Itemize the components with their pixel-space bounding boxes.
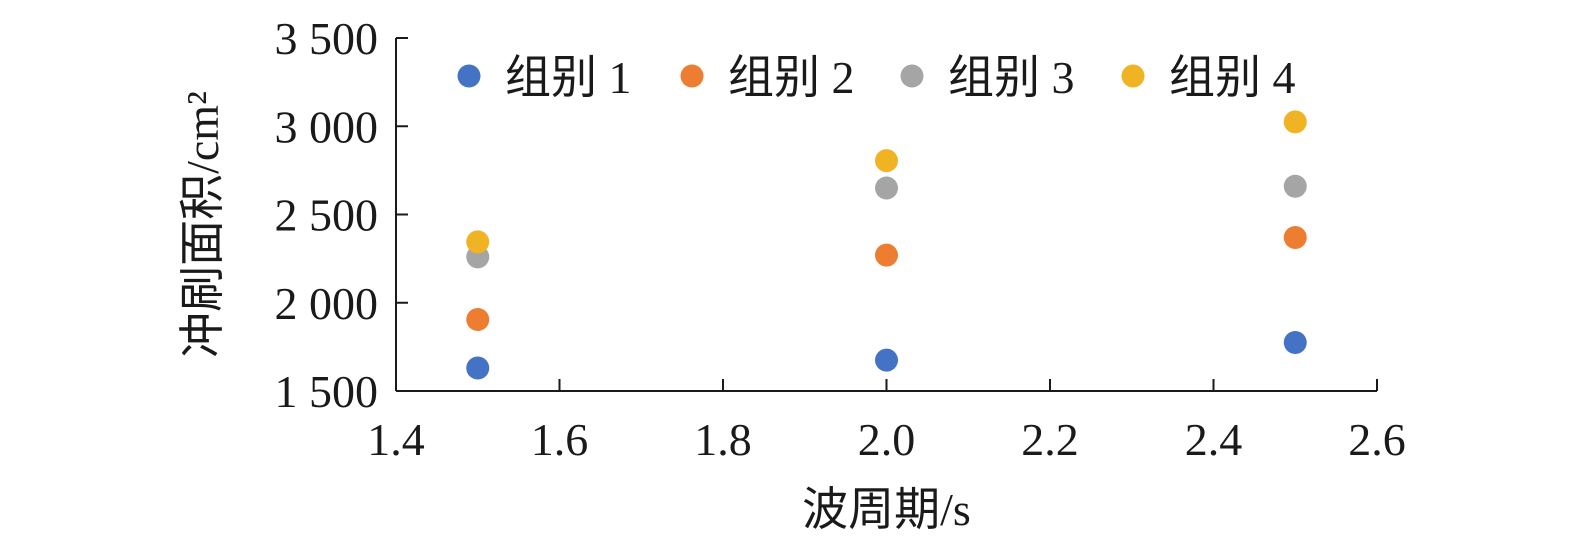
data-point-series-4 <box>1283 110 1307 134</box>
legend-item-1: 组别 1 <box>457 52 632 103</box>
x-axis-ticks: 1.4 1.6 1.8 2.0 2.2 2.4 2.6 <box>367 379 1406 465</box>
y-axis-ticks: 1 500 2 000 2 500 3 000 3 500 <box>275 13 408 417</box>
legend-marker <box>680 64 704 88</box>
data-point-series-4 <box>875 149 898 173</box>
x-tick-label: 1.6 <box>531 414 589 465</box>
data-points <box>466 110 1307 380</box>
legend-label: 组别 4 <box>1169 52 1296 103</box>
legend-marker <box>900 64 924 88</box>
data-point-series-1 <box>466 356 490 380</box>
legend: 组别 1 组别 2 组别 3 组别 4 <box>457 52 1296 103</box>
x-tick-label: 2.4 <box>1185 414 1243 465</box>
y-axis-title: 冲刷面积/cm² <box>177 91 228 358</box>
data-point-series-1 <box>1283 330 1307 354</box>
x-axis-title: 波周期/s <box>802 484 971 535</box>
y-tick-label: 3 000 <box>275 101 379 152</box>
x-tick-label: 2.2 <box>1021 414 1079 465</box>
x-tick-label: 1.4 <box>367 414 425 465</box>
legend-label: 组别 2 <box>728 52 855 103</box>
x-tick-label: 2.6 <box>1348 414 1406 465</box>
y-tick-label: 2 000 <box>275 278 379 329</box>
data-point-series-4 <box>466 230 490 254</box>
x-tick-label: 1.8 <box>694 414 752 465</box>
legend-label: 组别 3 <box>948 52 1075 103</box>
legend-item-4: 组别 4 <box>1121 52 1296 103</box>
y-tick-label: 1 500 <box>275 366 379 417</box>
legend-item-3: 组别 3 <box>900 52 1075 103</box>
x-tick-label: 2.0 <box>858 414 916 465</box>
data-point-series-3 <box>1283 174 1307 198</box>
data-point-series-2 <box>875 243 898 267</box>
legend-item-2: 组别 2 <box>680 52 855 103</box>
data-point-series-1 <box>875 348 898 372</box>
data-point-series-2 <box>466 308 490 332</box>
y-tick-label: 2 500 <box>275 190 379 241</box>
legend-marker <box>457 64 481 88</box>
y-tick-label: 3 500 <box>275 13 379 64</box>
legend-label: 组别 1 <box>505 52 632 103</box>
legend-marker <box>1121 64 1145 88</box>
data-point-series-2 <box>1283 225 1307 249</box>
data-point-series-3 <box>875 176 898 200</box>
